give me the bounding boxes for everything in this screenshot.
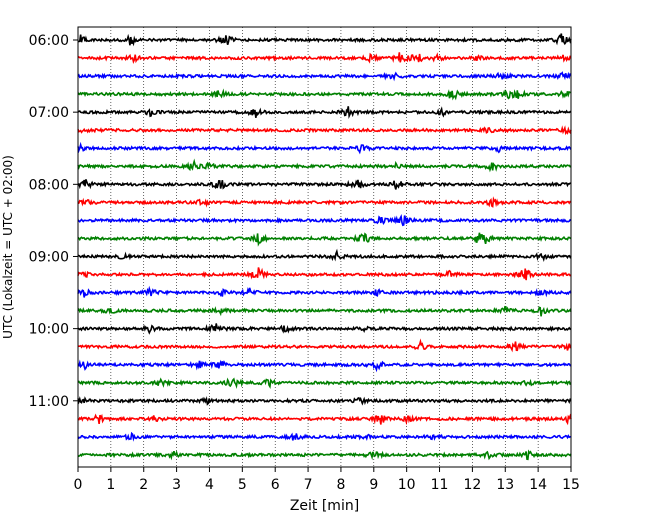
trace-0800	[77, 179, 572, 190]
x-tick-label: 12	[463, 477, 481, 493]
trace-1045	[77, 377, 572, 389]
y-tick-label: 06:00	[29, 33, 69, 49]
plot-frame	[77, 26, 572, 468]
grid-lines	[110, 27, 539, 467]
y-tick-label: 11:00	[29, 394, 69, 410]
trace-1130	[77, 431, 572, 442]
x-tick-label: 10	[398, 477, 416, 493]
x-tick-label: 14	[529, 477, 547, 493]
trace-1000	[77, 323, 572, 335]
trace-0630	[77, 71, 572, 82]
x-tick-label: 4	[205, 477, 214, 493]
x-tick-label: 0	[74, 477, 83, 493]
x-tick-label: 8	[336, 477, 345, 493]
trace-0845	[77, 232, 572, 247]
trace-0600	[77, 33, 572, 47]
y-axis-ticks: 06:00 07:00 08:00 09:00 10:00 11:00	[29, 33, 78, 410]
trace-0645	[77, 88, 572, 101]
x-tick-label: 6	[271, 477, 280, 493]
x-tick-label: 5	[238, 477, 247, 493]
trace-group	[77, 33, 572, 461]
x-tick-label: 2	[139, 477, 148, 493]
y-tick-label: 07:00	[29, 105, 69, 121]
y-axis-label: UTC (Lokalzeit = UTC + 02:00)	[1, 155, 15, 339]
trace-1030	[77, 359, 572, 373]
trace-0730	[77, 141, 572, 155]
y-tick-label: 10:00	[29, 322, 69, 338]
x-tick-label: 15	[562, 477, 580, 493]
trace-1015	[77, 338, 572, 353]
x-axis-ticks: 0 1 2 3 4 5 6 7 8 9 10 11 12 13 14 15	[74, 467, 580, 493]
trace-0915	[77, 267, 572, 281]
x-tick-label: 1	[106, 477, 115, 493]
x-tick-label: 9	[369, 477, 378, 493]
trace-0615	[77, 52, 572, 64]
x-tick-label: 11	[431, 477, 449, 493]
trace-1145	[77, 449, 572, 461]
trace-0815	[77, 196, 572, 208]
trace-0715	[77, 125, 572, 136]
trace-1100	[77, 396, 572, 406]
trace-0945	[77, 305, 572, 317]
trace-0900	[77, 248, 572, 263]
x-tick-label: 7	[304, 477, 313, 493]
x-axis-label: Zeit [min]	[290, 498, 359, 514]
y-tick-label: 08:00	[29, 177, 69, 193]
y-tick-label: 09:00	[29, 249, 69, 265]
trace-0830	[77, 213, 572, 227]
trace-0745	[77, 158, 572, 173]
trace-1115	[77, 413, 572, 426]
trace-0700	[77, 106, 572, 120]
x-tick-label: 3	[172, 477, 181, 493]
x-tick-label: 13	[496, 477, 514, 493]
trace-0930	[77, 285, 572, 298]
